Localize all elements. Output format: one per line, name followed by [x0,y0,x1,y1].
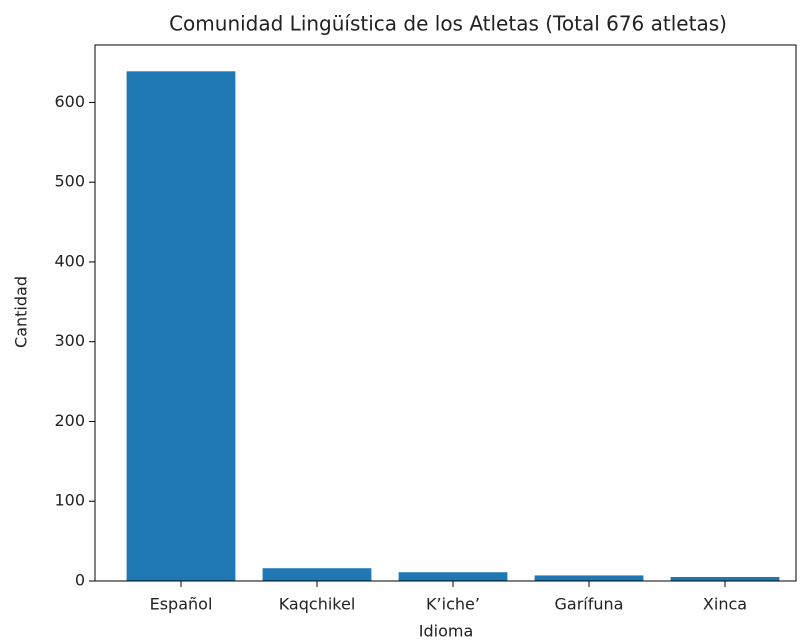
y-tick-label: 200 [54,411,85,430]
x-tick-label: Xinca [703,595,747,614]
bar [534,575,644,581]
y-tick-label: 100 [54,491,85,510]
bar [126,71,236,582]
chart-title: Comunidad Lingüística de los Atletas (To… [169,12,727,36]
x-axis-label: Idioma [419,622,474,641]
y-tick-label: 0 [75,571,85,590]
y-tick-label: 500 [54,172,85,191]
y-tick-label: 600 [54,92,85,111]
bar [670,577,780,581]
x-tick-label: Garífuna [555,595,624,614]
x-tick-label: Kaqchikel [279,595,356,614]
y-tick-label: 300 [54,331,85,350]
y-axis-label: Cantidad [12,276,31,348]
bar [398,572,508,581]
plot-frame [94,44,797,582]
bar [262,568,372,581]
y-tick-label: 400 [54,251,85,270]
x-tick-label: Español [150,595,213,614]
x-tick-label: K’iche’ [426,595,480,614]
